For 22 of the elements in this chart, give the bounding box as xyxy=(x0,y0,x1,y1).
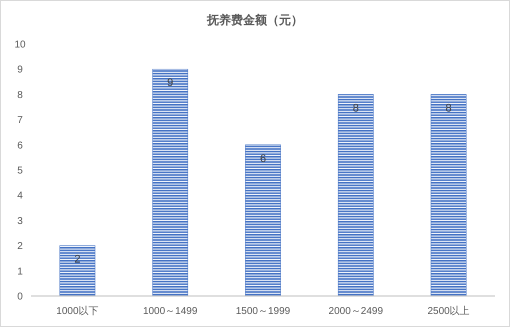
x-tick-label: 1000以下 xyxy=(56,305,99,317)
bar xyxy=(338,94,374,296)
y-tick-label: 0 xyxy=(17,292,24,302)
y-tick-label: 4 xyxy=(17,190,24,202)
bar xyxy=(430,94,466,296)
y-tick-label: 3 xyxy=(17,216,24,227)
y-tick-label: 5 xyxy=(17,166,24,176)
x-tick-label: 2500以上 xyxy=(427,305,470,317)
bar xyxy=(60,245,96,296)
y-tick-label: 1 xyxy=(17,266,24,278)
y-tick-label: 9 xyxy=(17,64,24,76)
y-tick-label: 10 xyxy=(14,40,26,50)
x-tick-label: 2000～2499 xyxy=(328,306,384,317)
chart-title: 抚养费金额（元） xyxy=(206,13,303,27)
x-tick-label: 1000～1499 xyxy=(142,306,198,317)
y-tick-label: 2 xyxy=(17,241,24,252)
y-tick-label: 7 xyxy=(17,115,24,126)
y-tick-label: 6 xyxy=(17,140,24,152)
bar xyxy=(245,144,281,296)
y-tick-label: 8 xyxy=(17,90,24,101)
bar xyxy=(152,68,188,296)
x-tick-label: 1500～1999 xyxy=(236,306,291,317)
